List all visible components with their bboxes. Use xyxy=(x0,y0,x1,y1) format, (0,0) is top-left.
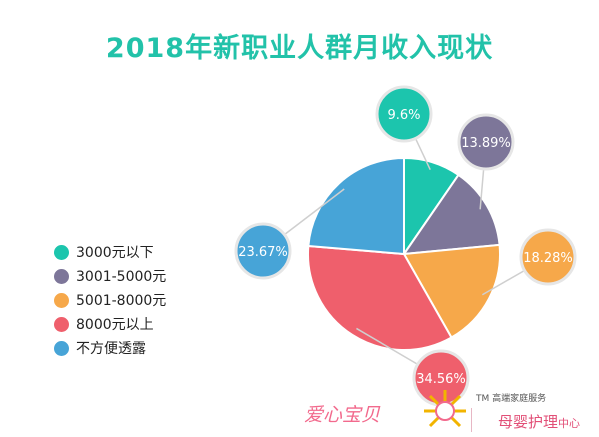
legend-swatch xyxy=(54,292,69,308)
value-bubble-2 xyxy=(457,113,515,171)
brand-logo-icon xyxy=(424,390,466,428)
data-label-2: 13.89% xyxy=(461,136,511,151)
value-bubble-1 xyxy=(375,85,433,143)
brand-footer: 爱心宝贝 TM 高端家庭服务 母婴护理中心 xyxy=(0,378,599,437)
brand-divider xyxy=(471,408,472,432)
value-bubble-3 xyxy=(519,228,577,286)
brand-subtitle: 母婴护理中心 xyxy=(498,413,581,431)
pie-slice-4 xyxy=(307,244,453,351)
brand-name: 爱心宝贝 xyxy=(304,404,381,426)
legend-label: 5001-8000元 xyxy=(76,293,167,309)
chart-title: 2018年新职业人群月收入现状 xyxy=(105,33,494,64)
data-label-3: 18.28% xyxy=(523,251,573,266)
brand-tagline: TM 高端家庭服务 xyxy=(476,394,547,404)
data-label-5: 23.67% xyxy=(238,245,288,260)
legend-item-4: 8000元以上 xyxy=(54,312,166,336)
legend-label: 3000元以下 xyxy=(76,245,154,261)
legend-swatch xyxy=(54,316,69,332)
legend-item-1: 3000元以下 xyxy=(54,240,166,264)
pie-slice-5 xyxy=(307,156,405,256)
pie-slices xyxy=(307,156,501,351)
value-bubble-5 xyxy=(234,222,292,280)
legend-item-5: 不方便透露 xyxy=(54,336,166,360)
data-label-4: 34.56% xyxy=(416,372,466,387)
legend-swatch xyxy=(54,340,69,356)
legend-label: 8000元以上 xyxy=(76,317,154,333)
legend-swatch xyxy=(54,268,69,284)
legend-label: 3001-5000元 xyxy=(76,269,167,285)
data-label-1: 9.6% xyxy=(387,108,420,123)
legend: 3000元以下 3001-5000元 5001-8000元 8000元以上 不方便透露 xyxy=(54,240,166,360)
legend-item-2: 3001-5000元 xyxy=(54,264,166,288)
pie-slice-3 xyxy=(402,243,501,339)
legend-label: 不方便透露 xyxy=(76,341,146,357)
value-bubbles: 9.6% 13.89% 18.28% 34.56% 23.67% xyxy=(234,85,577,407)
pie-slice-2 xyxy=(401,173,501,256)
legend-swatch xyxy=(54,244,69,260)
legend-item-3: 5001-8000元 xyxy=(54,288,166,312)
